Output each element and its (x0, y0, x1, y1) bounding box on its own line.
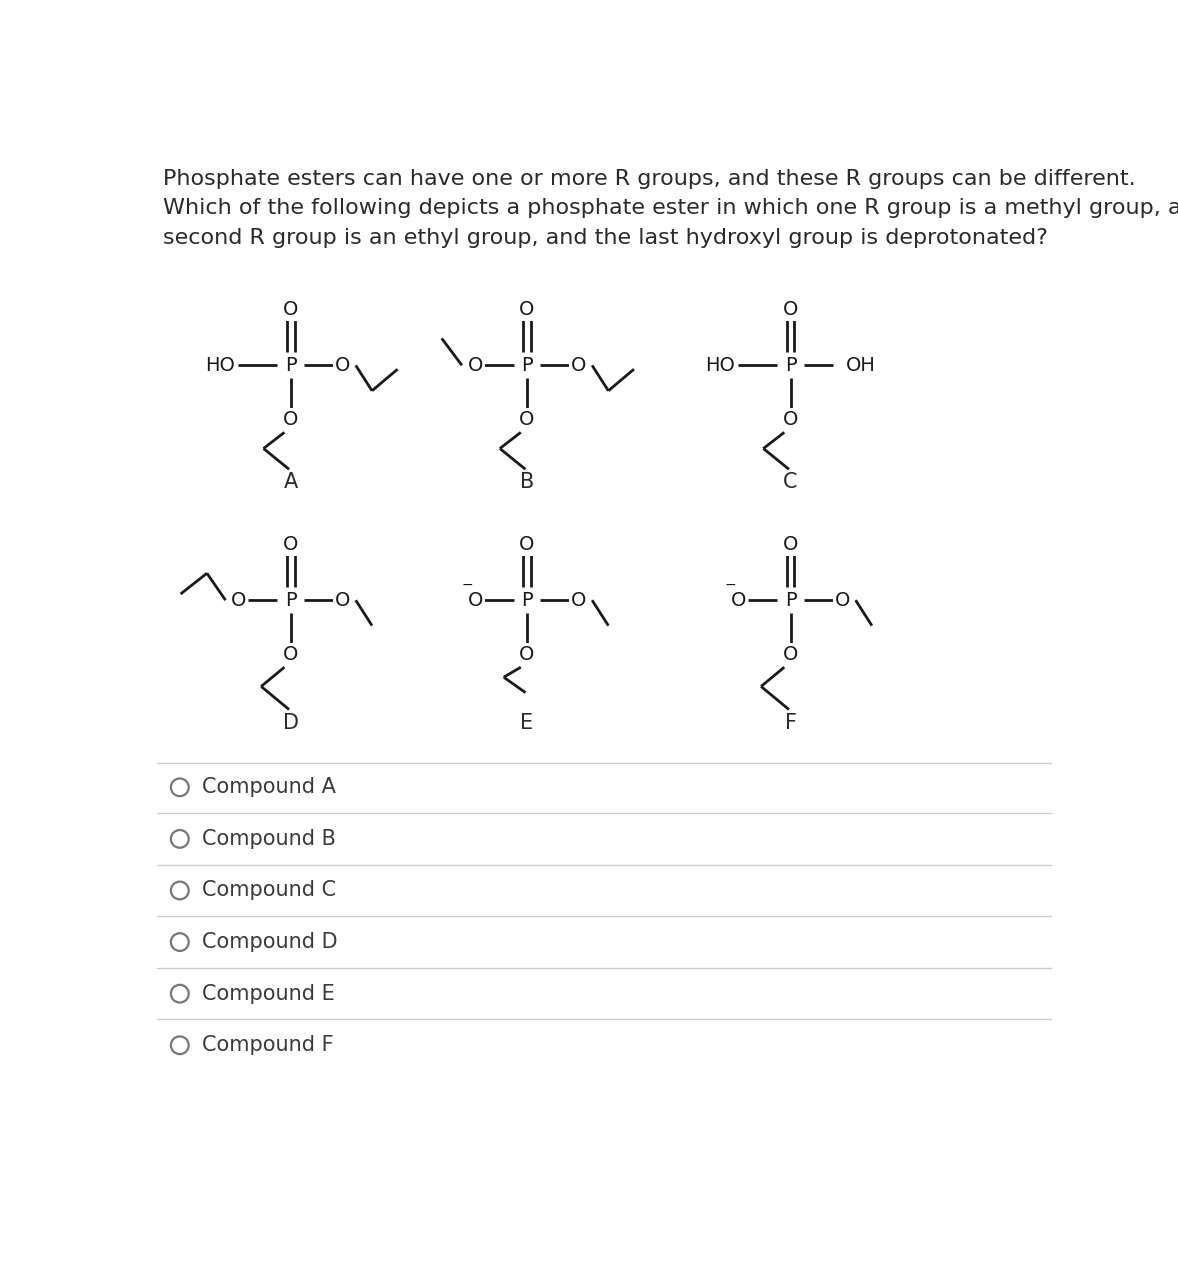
Text: E: E (521, 713, 534, 733)
Text: O: O (468, 590, 483, 609)
Text: Compound B: Compound B (201, 829, 336, 849)
Text: O: O (519, 410, 535, 429)
Text: P: P (285, 590, 297, 609)
Text: Compound C: Compound C (201, 881, 336, 901)
Text: O: O (783, 410, 799, 429)
Text: O: O (468, 356, 483, 375)
Text: P: P (785, 356, 796, 375)
Text: Compound E: Compound E (201, 983, 335, 1004)
Text: −: − (724, 577, 736, 591)
Text: F: F (785, 713, 796, 733)
Text: HO: HO (704, 356, 735, 375)
Text: O: O (783, 535, 799, 554)
Text: Which of the following depicts a phosphate ester in which one R group is a methy: Which of the following depicts a phospha… (163, 198, 1178, 219)
Text: P: P (521, 590, 532, 609)
Text: O: O (231, 590, 246, 609)
Text: O: O (571, 590, 587, 609)
Text: O: O (283, 535, 298, 554)
Text: B: B (519, 472, 534, 493)
Text: P: P (285, 356, 297, 375)
Text: Compound A: Compound A (201, 777, 336, 797)
Text: O: O (519, 645, 535, 663)
Text: A: A (284, 472, 298, 493)
Text: O: O (335, 590, 350, 609)
Text: O: O (571, 356, 587, 375)
Text: OH: OH (846, 356, 876, 375)
Text: O: O (283, 410, 298, 429)
Text: P: P (785, 590, 796, 609)
Text: P: P (521, 356, 532, 375)
Text: O: O (835, 590, 851, 609)
Text: O: O (519, 301, 535, 320)
Text: O: O (783, 301, 799, 320)
Text: C: C (783, 472, 798, 493)
Text: O: O (335, 356, 350, 375)
Text: O: O (783, 645, 799, 663)
Text: O: O (730, 590, 746, 609)
Text: −: − (462, 577, 474, 591)
Text: second R group is an ethyl group, and the last hydroxyl group is deprotonated?: second R group is an ethyl group, and th… (163, 228, 1047, 247)
Text: Phosphate esters can have one or more R groups, and these R groups can be differ: Phosphate esters can have one or more R … (163, 169, 1136, 189)
Text: Compound F: Compound F (201, 1036, 333, 1055)
Text: HO: HO (205, 356, 234, 375)
Text: D: D (283, 713, 299, 733)
Text: O: O (283, 301, 298, 320)
Text: O: O (283, 645, 298, 663)
Text: O: O (519, 535, 535, 554)
Text: Compound D: Compound D (201, 932, 337, 952)
